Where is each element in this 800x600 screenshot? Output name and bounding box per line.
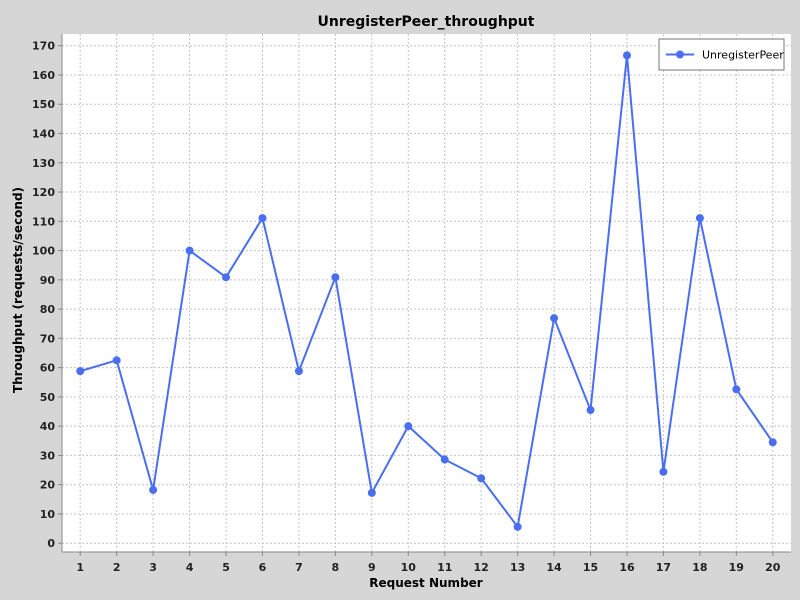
legend-marker bbox=[676, 50, 684, 59]
y-tick-label: 100 bbox=[32, 245, 55, 258]
x-tick-label: 15 bbox=[583, 561, 598, 574]
data-point bbox=[404, 422, 413, 431]
x-tick-label: 16 bbox=[619, 561, 635, 574]
y-tick-label: 70 bbox=[40, 332, 56, 345]
x-tick-label: 2 bbox=[113, 561, 121, 574]
x-tick-label: 1 bbox=[76, 561, 84, 574]
x-tick-label: 5 bbox=[222, 561, 230, 574]
chart-title: UnregisterPeer_throughput bbox=[318, 14, 535, 30]
y-tick-label: 170 bbox=[32, 40, 55, 53]
series-line bbox=[79, 54, 774, 528]
data-point bbox=[622, 51, 631, 60]
x-tick-label: 10 bbox=[401, 561, 417, 574]
data-point bbox=[513, 522, 522, 531]
y-tick-label: 140 bbox=[32, 128, 55, 141]
data-point bbox=[367, 488, 376, 497]
data-point bbox=[732, 385, 741, 394]
y-tick-label: 90 bbox=[40, 274, 56, 287]
y-tick-label: 160 bbox=[32, 69, 55, 82]
y-axis-label: Throughput (requests/second) bbox=[11, 187, 25, 393]
x-tick-label: 17 bbox=[656, 561, 671, 574]
y-tick-label: 60 bbox=[40, 362, 56, 375]
y-tick-label: 110 bbox=[32, 215, 55, 228]
data-point bbox=[76, 367, 85, 376]
y-tick-label: 30 bbox=[40, 449, 56, 462]
x-tick-label: 3 bbox=[149, 561, 157, 574]
x-tick-label: 9 bbox=[368, 561, 376, 574]
x-tick-label: 20 bbox=[765, 561, 781, 574]
plot-area bbox=[62, 34, 791, 552]
x-tick-label: 12 bbox=[474, 561, 489, 574]
data-point bbox=[586, 406, 595, 415]
x-tick-label: 19 bbox=[729, 561, 744, 574]
x-tick-label: 14 bbox=[546, 561, 562, 574]
x-axis-label: Request Number bbox=[369, 576, 483, 590]
data-point bbox=[440, 455, 449, 464]
y-tick-label: 20 bbox=[40, 479, 56, 492]
grid bbox=[62, 34, 791, 552]
data-point bbox=[112, 356, 121, 365]
data-point bbox=[294, 367, 303, 376]
data-point bbox=[695, 214, 704, 223]
y-tick-label: 0 bbox=[47, 537, 55, 550]
y-tick-label: 10 bbox=[40, 508, 56, 521]
data-point bbox=[550, 314, 559, 323]
x-tick-label: 4 bbox=[186, 561, 194, 574]
x-tick-label: 6 bbox=[259, 561, 267, 574]
data-point bbox=[149, 485, 158, 494]
y-tick-label: 40 bbox=[40, 420, 56, 433]
y-tick-label: 130 bbox=[32, 157, 55, 170]
x-tick-label: 8 bbox=[332, 561, 340, 574]
x-tick-label: 7 bbox=[295, 561, 303, 574]
data-point bbox=[659, 467, 668, 476]
y-tick-label: 50 bbox=[40, 391, 56, 404]
data-point bbox=[185, 246, 194, 255]
data-point bbox=[258, 214, 267, 223]
data-point bbox=[331, 273, 340, 282]
y-tick-label: 150 bbox=[32, 98, 55, 111]
y-tick-label: 120 bbox=[32, 186, 55, 199]
legend-entry: UnregisterPeer bbox=[702, 49, 784, 62]
data-point bbox=[222, 273, 231, 282]
axes: 0102030405060708090100110120130140150160… bbox=[32, 34, 791, 574]
series bbox=[76, 51, 777, 531]
x-tick-label: 11 bbox=[437, 561, 452, 574]
legend: UnregisterPeer bbox=[658, 38, 785, 71]
data-point bbox=[768, 438, 777, 447]
x-tick-label: 13 bbox=[510, 561, 525, 574]
data-point bbox=[477, 474, 486, 483]
y-tick-label: 80 bbox=[40, 303, 56, 316]
x-tick-label: 18 bbox=[692, 561, 707, 574]
